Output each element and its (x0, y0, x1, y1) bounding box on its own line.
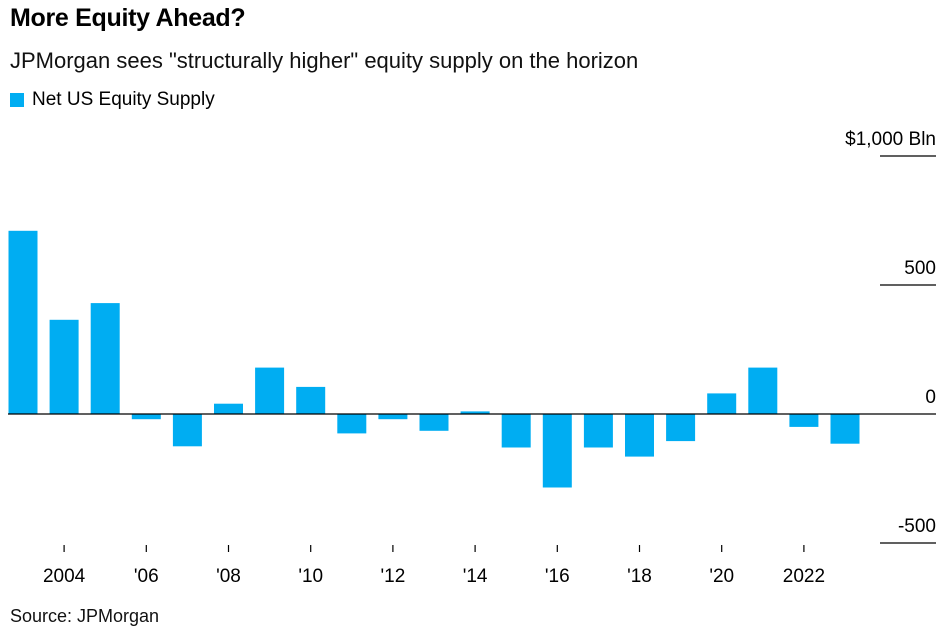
chart-subtitle: JPMorgan sees "structurally higher" equi… (10, 48, 639, 73)
x-tick-label: '18 (627, 566, 652, 587)
bar-2006 (131, 414, 161, 420)
bar-2010 (296, 386, 326, 414)
x-tick-label: '20 (709, 566, 734, 587)
legend-label: Net US Equity Supply (32, 89, 215, 110)
x-tick-label: '06 (134, 566, 159, 587)
bar-2009 (255, 367, 285, 414)
bar-2022 (789, 414, 819, 427)
bar-2016 (542, 414, 572, 488)
bar-chart: $1,000 Bln 500 0 -500 2004 '06 '08 '10 '12 '14 '1… (8, 129, 936, 587)
bar-2020 (707, 393, 737, 414)
bar-2015 (501, 414, 531, 448)
x-tick-label: '10 (298, 566, 323, 587)
x-tick-label: 2022 (783, 566, 825, 587)
x-tick-label: '08 (216, 566, 241, 587)
x-axis: 2004 '06 '08 '10 '12 '14 '16 '18 '20 2022 (43, 545, 825, 587)
bar-2008 (214, 403, 243, 414)
bar-2007 (172, 414, 202, 447)
bar-2023 (830, 414, 860, 444)
bar-2005 (90, 303, 120, 414)
bar-2004 (49, 319, 79, 414)
bar-2021 (748, 367, 778, 414)
bar-2013 (419, 414, 449, 431)
x-tick-label: '14 (463, 566, 488, 587)
legend-swatch (10, 93, 24, 107)
x-tick-label: '12 (381, 566, 406, 587)
y-tick-label: 0 (925, 387, 936, 408)
bar-2018 (625, 414, 654, 457)
bar-2017 (583, 414, 613, 448)
y-axis: $1,000 Bln 500 0 -500 (8, 129, 936, 544)
x-tick-label: 2004 (43, 566, 86, 587)
source-note: Source: JPMorgan (10, 606, 160, 626)
bar-2014 (460, 411, 490, 414)
bar-2012 (378, 414, 408, 420)
y-tick-label: $1,000 Bln (845, 129, 936, 150)
bar-2019 (666, 414, 696, 442)
bars-group (8, 230, 860, 488)
chart-title: More Equity Ahead? (10, 4, 246, 32)
legend: Net US Equity Supply (10, 89, 215, 111)
y-tick-label: -500 (898, 516, 936, 537)
bar-2003 (8, 230, 38, 414)
y-tick-label: 500 (904, 258, 936, 279)
bar-2011 (337, 414, 367, 434)
x-tick-label: '16 (545, 566, 570, 587)
